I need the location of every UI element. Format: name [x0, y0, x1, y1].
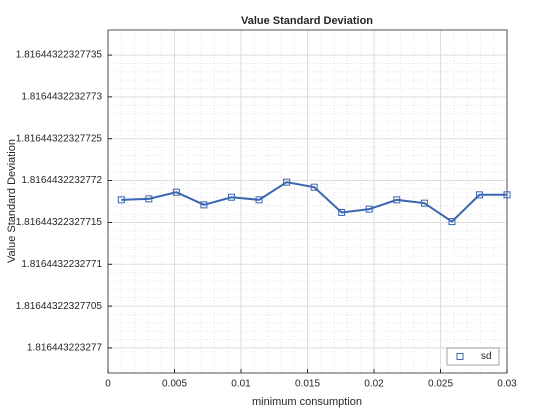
marker	[393, 196, 401, 204]
series-line	[121, 181, 507, 223]
legend-marker	[456, 353, 464, 360]
y-tick-label: 1.8164432232773	[21, 92, 102, 103]
y-tick-label: 1.8164432232772	[21, 175, 102, 186]
marker	[283, 178, 291, 186]
marker	[117, 196, 125, 204]
marker	[448, 218, 456, 226]
x-tick-label: 0.02	[364, 379, 384, 390]
marker	[338, 208, 346, 216]
x-tick-label: 0.01	[231, 379, 251, 390]
y-axis-label: Value Standard Deviation	[6, 139, 18, 263]
x-tick-label: 0.015	[295, 379, 320, 390]
x-axis-label: minimum consumption	[252, 396, 362, 408]
chart-title: Value Standard Deviation	[241, 15, 373, 27]
x-tick-label: 0.005	[162, 379, 187, 390]
y-tick-label: 1.81644322327715	[16, 217, 103, 228]
marker	[310, 183, 318, 191]
y-tick-label: 1.81644322327725	[16, 133, 103, 144]
marker	[503, 191, 511, 199]
x-tick-label: 0	[105, 379, 111, 390]
y-tick-label: 1.816443223277	[27, 343, 103, 354]
x-tick-label: 0.03	[497, 379, 517, 390]
marker	[475, 191, 483, 199]
y-tick-label: 1.81644322327735	[16, 50, 103, 61]
x-tick-label: 0.025	[428, 379, 453, 390]
y-tick-label: 1.81644322327705	[16, 301, 103, 312]
marker	[420, 199, 428, 207]
marker	[145, 195, 153, 203]
legend-label: sd	[481, 351, 492, 362]
marker	[365, 205, 373, 213]
axes-box	[107, 29, 508, 374]
legend-box	[446, 347, 500, 366]
marker	[228, 193, 236, 201]
marker	[255, 196, 263, 204]
y-tick-label: 1.8164432232771	[21, 259, 102, 270]
marker	[172, 188, 180, 196]
marker	[200, 201, 208, 209]
